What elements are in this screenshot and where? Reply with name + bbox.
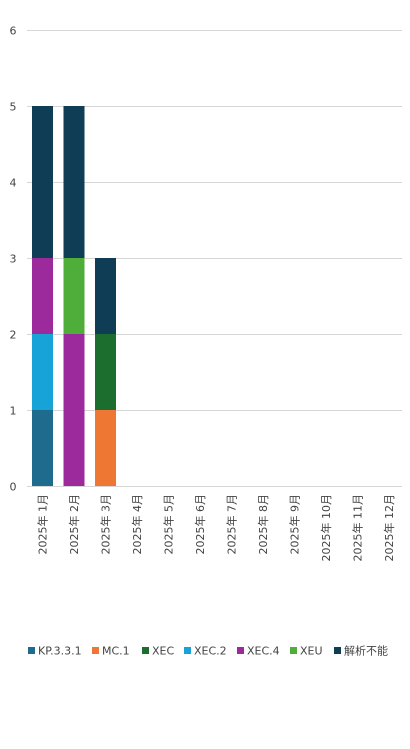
x-tick-label: 2025年 6月	[193, 494, 207, 555]
x-tick-label: 2025年 1月	[36, 494, 50, 555]
x-tick-label: 2025年 9月	[288, 494, 302, 555]
bar-segment[interactable]	[95, 410, 116, 486]
x-axis-ticks: 2025年 1月 2025年 2月 2025年 3月 2025年 4月 2025年 5月…	[36, 494, 397, 562]
legend-item[interactable]: XEC.4	[237, 645, 280, 658]
legend-swatch	[28, 647, 35, 654]
x-tick-label: 2025年 3月	[99, 494, 113, 555]
legend-item[interactable]: MC.1	[92, 645, 130, 658]
bar-segment[interactable]	[32, 106, 53, 258]
legend-item[interactable]: XEC	[142, 645, 174, 658]
y-tick-label: 2	[10, 329, 17, 342]
gridlines	[27, 30, 402, 487]
bar-segment[interactable]	[95, 258, 116, 334]
y-tick-label: 4	[10, 177, 17, 190]
x-tick-label: 2025年 10月	[319, 494, 333, 562]
y-tick-label: 3	[10, 253, 17, 266]
legend-label: 解析不能	[344, 644, 388, 658]
legend-swatch	[184, 647, 191, 654]
y-tick-label: 1	[10, 405, 17, 418]
x-tick-label: 2025年 4月	[130, 494, 144, 555]
legend-label: XEC.4	[247, 645, 280, 658]
y-tick-label: 5	[10, 101, 17, 114]
x-tick-label: 2025年 12月	[382, 494, 396, 562]
bar-segment[interactable]	[32, 334, 53, 410]
x-tick-label: 2025年 8月	[256, 494, 270, 555]
x-tick-label: 2025年 7月	[225, 494, 239, 555]
legend-item[interactable]: XEC.2	[184, 645, 227, 658]
legend-swatch	[334, 647, 341, 654]
x-tick-label: 2025年 5月	[162, 494, 176, 555]
legend-label: XEU	[300, 645, 323, 658]
y-tick-label: 0	[10, 481, 17, 494]
y-axis-ticks: 0 1 2 3 4 5 6	[10, 25, 17, 494]
legend[interactable]: KP.3.3.1 MC.1 XEC XEC.2 XEC.4 XEU 解析不能	[28, 644, 388, 658]
x-tick-label: 2025年 2月	[67, 494, 81, 555]
bar-segment[interactable]	[32, 258, 53, 334]
bar-segment[interactable]	[32, 410, 53, 486]
bar-segment[interactable]	[95, 334, 116, 410]
bar-segment[interactable]	[63, 258, 85, 334]
legend-label: MC.1	[102, 645, 130, 658]
legend-item[interactable]: 解析不能	[334, 644, 388, 658]
bar-segment[interactable]	[63, 334, 85, 486]
x-tick-label: 2025年 11月	[351, 494, 365, 562]
y-tick-label: 6	[10, 25, 17, 38]
legend-item[interactable]: KP.3.3.1	[28, 645, 82, 658]
legend-label: XEC	[152, 645, 174, 658]
legend-swatch	[142, 647, 149, 654]
bar-segment[interactable]	[63, 106, 85, 258]
legend-label: XEC.2	[194, 645, 227, 658]
legend-item[interactable]: XEU	[290, 645, 323, 658]
legend-label: KP.3.3.1	[38, 645, 82, 658]
legend-swatch	[290, 647, 297, 654]
bars	[32, 106, 116, 486]
legend-swatch	[92, 647, 99, 654]
legend-swatch	[237, 647, 244, 654]
